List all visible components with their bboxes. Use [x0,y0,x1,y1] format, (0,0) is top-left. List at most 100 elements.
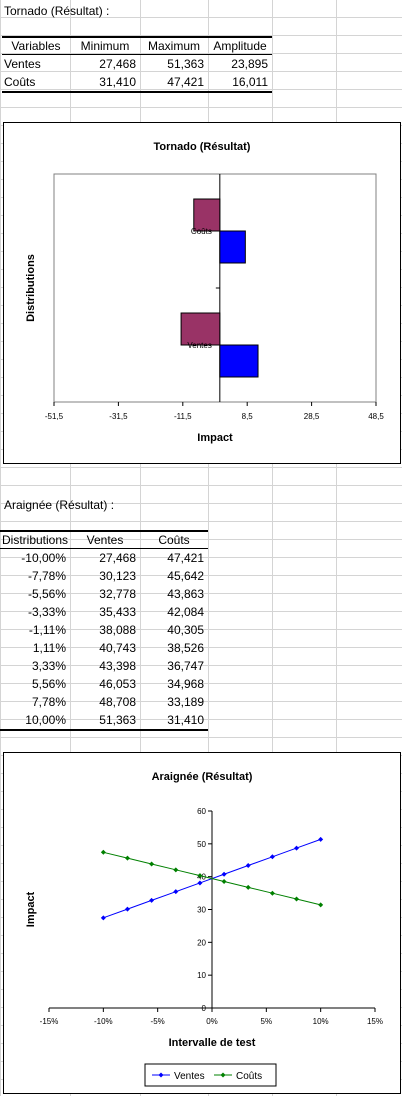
spider-table-cell: 38,526 [167,641,204,655]
spider-data-point [318,902,324,908]
spider-table-title: Araignée (Résultat) : [4,498,115,512]
tornado-chart[interactable]: Tornado (Résultat) Impact Distributions -51… [3,122,401,464]
tornado-table-cell: 27,468 [99,57,136,71]
spider-table-cell: 5,56% [31,677,66,691]
spider-legend-label: Ventes [174,1071,205,1082]
spider-data-point [294,845,300,851]
spider-data-point [100,849,106,855]
tornado-x-tick-label: 48,5 [368,412,384,421]
tornado-table-bottom-border [2,91,272,93]
tornado-table-cell: Coûts [4,75,36,89]
spider-table-cell: 32,778 [99,587,136,601]
tornado-x-tick-label: 8,5 [242,412,254,421]
spider-chart[interactable]: Araignée (Résultat) Intervalle de test Imp… [3,752,401,1094]
tornado-header-bottom-border [2,54,272,55]
spider-column-header: Distributions [1,533,69,547]
spider-data-point [269,890,275,896]
spider-table-cell: 51,363 [99,713,136,727]
tornado-table-title: Tornado (Résultat) : [4,4,110,18]
tornado-table-cell: 47,421 [167,75,204,89]
spider-table-cell: 3,33% [31,659,66,673]
spider-data-point [269,854,275,860]
spider-header-top-border [0,530,208,532]
spider-table-cell: 7,78% [31,695,66,709]
spider-x-axis-label: Intervalle de test [169,1037,256,1049]
spider-legend-label: Coûts [236,1071,262,1082]
spider-table-cell: 1,11% [32,641,66,655]
spider-series-line [103,851,321,906]
tornado-x-tick-label: -51,5 [45,412,64,421]
spider-legend-marker [220,1072,226,1078]
spider-y-tick-label: 20 [197,938,206,947]
spider-table-cell: 30,123 [99,569,136,583]
spider-table-cell: -5,56% [27,587,66,601]
spider-data-point [149,861,155,867]
spider-table-cell: 43,863 [167,587,204,601]
spider-legend: Ventes Coûts [144,1063,277,1087]
spider-table-cell: 34,968 [167,677,204,691]
spider-table-cell: 38,088 [99,623,136,637]
tornado-table-cell: 51,363 [167,57,204,71]
spider-legend-marker [158,1072,164,1078]
spider-x-tick-label: -5% [151,1017,165,1026]
tornado-table-cell: 16,011 [232,75,268,89]
spider-data-point [173,867,179,873]
spider-chart-title: Araignée (Résultat) [152,771,253,783]
spider-table-bottom-border [0,729,208,731]
tornado-category-label: Coûts [191,227,212,236]
tornado-chart-svg: Tornado (Résultat) Impact Distributions -51… [25,141,384,444]
tornado-bar [219,230,246,264]
tornado-category-label: Ventes [187,341,211,350]
tornado-chart-title: Tornado (Résultat) [154,141,251,153]
spider-column-header: Ventes [86,533,124,547]
spider-y-axis-label: Impact [25,891,37,927]
spider-data-point [124,906,130,912]
spider-table-cell: 45,642 [167,569,204,583]
spider-data-point [294,896,300,902]
spider-x-tick-label: 0% [206,1017,218,1026]
spider-data-point [197,880,203,886]
tornado-column-header: Maximum [147,39,200,53]
spider-table-cell: 47,421 [167,551,204,565]
spider-table-cell: 10,00% [25,713,66,727]
tornado-bar [180,312,221,346]
tornado-x-tick-label: -11,5 [174,412,192,421]
spider-table-cell: 48,708 [99,695,136,709]
spider-data-point [245,863,251,869]
spider-legend-box [144,1063,277,1087]
spider-table-cell: -10,00% [21,551,66,565]
spider-data-point [149,897,155,903]
spider-y-tick-label: 30 [197,906,206,915]
spider-y-tick-label: 50 [197,840,206,849]
spider-column-header: Coûts [158,533,190,547]
spider-table-cell: 40,743 [99,641,136,655]
spider-y-tick-label: 10 [197,971,206,980]
tornado-x-tick-label: -31,5 [109,412,128,421]
spider-data-point [197,873,203,879]
spider-table-cell: 40,305 [167,623,204,637]
tornado-column-header: Amplitude [213,39,267,53]
spider-x-tick-label: 5% [261,1017,273,1026]
spider-x-tick-label: -10% [94,1017,113,1026]
tornado-x-tick-label: 28,5 [304,412,320,421]
spider-table-cell: 46,053 [99,677,136,691]
spider-y-tick-label: 0 [202,1004,207,1013]
spider-data-point [221,879,227,885]
spider-chart-svg: Araignée (Résultat) Intervalle de test Imp… [25,771,383,1087]
spider-table-cell: 31,410 [167,713,204,727]
tornado-y-axis-label: Distributions [25,254,37,322]
tornado-header-top-border [2,36,272,38]
tornado-table-cell: 31,410 [99,75,136,89]
spider-data-point [100,915,106,921]
spider-x-tick-label: -15% [40,1017,59,1026]
spider-table-cell: 36,747 [167,659,204,673]
tornado-table-cell: 23,895 [231,57,268,71]
spider-x-tick-label: 10% [313,1017,329,1026]
tornado-column-header: Variables [11,39,61,53]
spider-data-point [245,884,251,890]
tornado-bar [219,344,259,378]
spider-table-cell: 33,189 [167,695,204,709]
spider-y-tick-label: 40 [197,873,206,882]
spider-data-point [221,871,227,877]
spider-data-point [124,855,130,861]
